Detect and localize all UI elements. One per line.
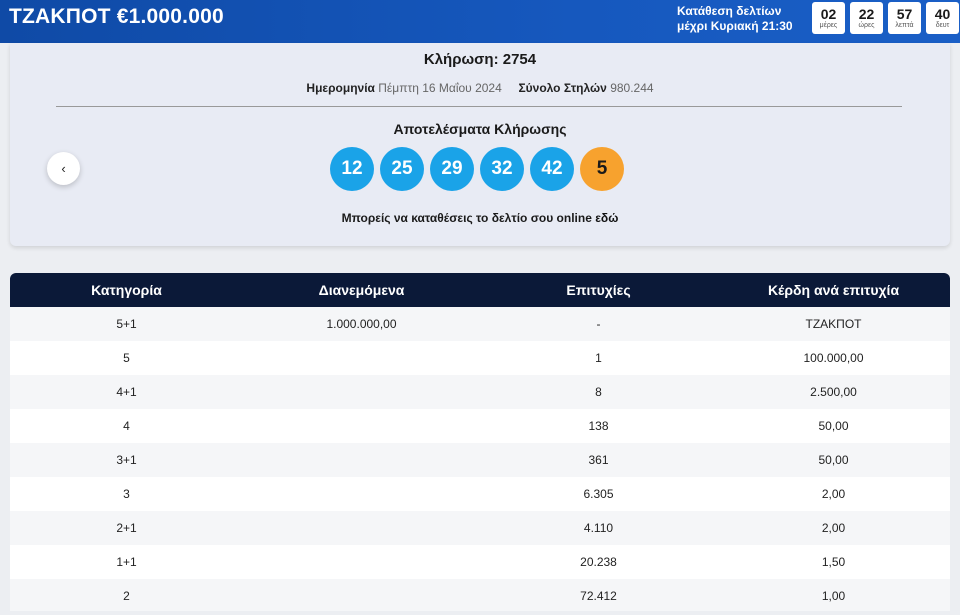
cell-prize: 50,00: [818, 453, 849, 467]
cell-winners: 6.305: [583, 487, 614, 501]
cell-category: 4+1: [116, 385, 137, 399]
cell-distributed: [243, 409, 480, 443]
cell-distributed: [243, 511, 480, 545]
number-ball: 42: [530, 147, 574, 191]
countdown-value: 22: [858, 5, 875, 22]
cell-category: 5+1: [116, 317, 137, 331]
countdown-value: 57: [896, 5, 913, 22]
table-row: 1+1 20.238 1,50: [10, 545, 950, 579]
deadline-line-2: μέχρι Κυριακή 21:30: [677, 19, 793, 33]
number-ball: 32: [480, 147, 524, 191]
table-row: 2+1 4.110 2,00: [10, 511, 950, 545]
header-distributed: Διανεμόμενα: [318, 282, 405, 298]
draw-meta: Ημερομηνία Πέμπτη 16 Μαΐου 2024 Σύνολο Σ…: [10, 81, 950, 95]
countdown-value: 02: [820, 5, 837, 22]
jackpot-amount: ΤΖΑΚΠΟΤ €1.000.000: [9, 5, 224, 28]
cell-winners: 72.412: [580, 589, 617, 603]
cell-prize: 1,00: [821, 589, 846, 603]
cell-category: 2: [123, 589, 130, 603]
cell-category: 4: [123, 419, 130, 433]
cell-distributed: [243, 443, 480, 477]
cell-category: 3+1: [116, 453, 137, 467]
columns-value: 980.244: [610, 81, 654, 95]
table-header: Κατηγορία Διανεμόμενα Επιτυχίες Κέρδη αν…: [10, 273, 950, 307]
countdown-hours: 22 ώρες: [850, 2, 883, 34]
draw-title: Κλήρωση: 2754: [423, 51, 537, 68]
divider: [56, 106, 902, 107]
countdown-label: ώρες: [858, 21, 875, 29]
cell-category: 2+1: [116, 521, 137, 535]
online-play-text: Μπορείς να καταθέσεις το δελτίο σου onli…: [10, 211, 950, 225]
date-label: Ημερομηνία: [306, 81, 375, 95]
cell-distributed: [243, 579, 480, 611]
countdown-timer: 02 μέρες 22 ώρες 57 λεπτά 40 δευτ: [812, 2, 959, 34]
top-banner: ΤΖΑΚΠΟΤ €1.000.000 Κατάθεση δελτίων μέχρ…: [0, 0, 960, 43]
table-row: 5 1 100.000,00: [10, 341, 950, 375]
chevron-left-icon: ‹: [61, 161, 66, 176]
cell-prize: 1,50: [821, 555, 846, 569]
cell-winners: -: [596, 317, 601, 331]
number-ball: 29: [430, 147, 474, 191]
online-text: Μπορείς να καταθέσεις το δελτίο σου onli…: [341, 211, 596, 225]
table-row: 4+1 8 2.500,00: [10, 375, 950, 409]
columns-label: Σύνολο Στηλών: [518, 81, 607, 95]
cell-distributed: [243, 375, 480, 409]
cell-distributed: [243, 545, 480, 579]
cell-prize: 2,00: [821, 487, 846, 501]
cell-winners: 361: [588, 453, 609, 467]
countdown-label: δευτ: [935, 21, 950, 29]
deadline-line-1: Κατάθεση δελτίων: [677, 4, 782, 18]
cell-prize: 2,00: [821, 521, 846, 535]
cell-distributed: 1.000.000,00: [326, 317, 397, 331]
countdown-label: μέρες: [819, 21, 838, 29]
countdown-days: 02 μέρες: [812, 2, 845, 34]
table-row: 3 6.305 2,00: [10, 477, 950, 511]
prize-table: Κατηγορία Διανεμόμενα Επιτυχίες Κέρδη αν…: [10, 273, 950, 611]
bonus-ball: 5: [580, 147, 624, 191]
draw-results-card: Κλήρωση: 2754 Ημερομηνία Πέμπτη 16 Μαΐου…: [10, 43, 950, 246]
cell-winners: 1: [595, 351, 602, 365]
cell-prize: 2.500,00: [810, 385, 857, 399]
table-row: 5+1 1.000.000,00 - ΤΖΑΚΠΟΤ: [10, 307, 950, 341]
countdown-seconds: 40 δευτ: [926, 2, 959, 34]
cell-distributed: [243, 477, 480, 511]
cell-category: 1+1: [116, 555, 137, 569]
countdown-label: λεπτά: [895, 21, 914, 29]
online-link[interactable]: εδώ: [595, 211, 619, 225]
header-prize: Κέρδη ανά επιτυχία: [767, 282, 900, 298]
cell-winners: 4.110: [583, 521, 614, 535]
winning-numbers: 12 25 29 32 42 5: [330, 147, 624, 191]
results-title: Αποτελέσματα Κλήρωσης: [393, 121, 567, 137]
table-row: 3+1 361 50,00: [10, 443, 950, 477]
countdown-minutes: 57 λεπτά: [888, 2, 921, 34]
header-winners: Επιτυχίες: [566, 282, 631, 298]
previous-draw-button[interactable]: ‹: [47, 152, 80, 185]
cell-prize: 100.000,00: [803, 351, 864, 365]
cell-winners: 20.238: [580, 555, 617, 569]
date-value: Πέμπτη 16 Μαΐου 2024: [378, 81, 502, 95]
cell-distributed: [243, 341, 480, 375]
cell-prize: ΤΖΑΚΠΟΤ: [805, 317, 862, 331]
number-ball: 25: [380, 147, 424, 191]
cell-winners: 138: [588, 419, 609, 433]
table-row: 4 138 50,00: [10, 409, 950, 443]
deadline-text: Κατάθεση δελτίων μέχρι Κυριακή 21:30: [677, 4, 793, 34]
table-row: 2 72.412 1,00: [10, 579, 950, 611]
cell-winners: 8: [595, 385, 602, 399]
countdown-value: 40: [934, 5, 951, 22]
cell-prize: 50,00: [818, 419, 849, 433]
header-category: Κατηγορία: [91, 282, 162, 298]
cell-category: 3: [123, 487, 130, 501]
table-body: 5+1 1.000.000,00 - ΤΖΑΚΠΟΤ 5 1 100.000,0…: [10, 307, 950, 611]
number-ball: 12: [330, 147, 374, 191]
cell-category: 5: [123, 351, 130, 365]
